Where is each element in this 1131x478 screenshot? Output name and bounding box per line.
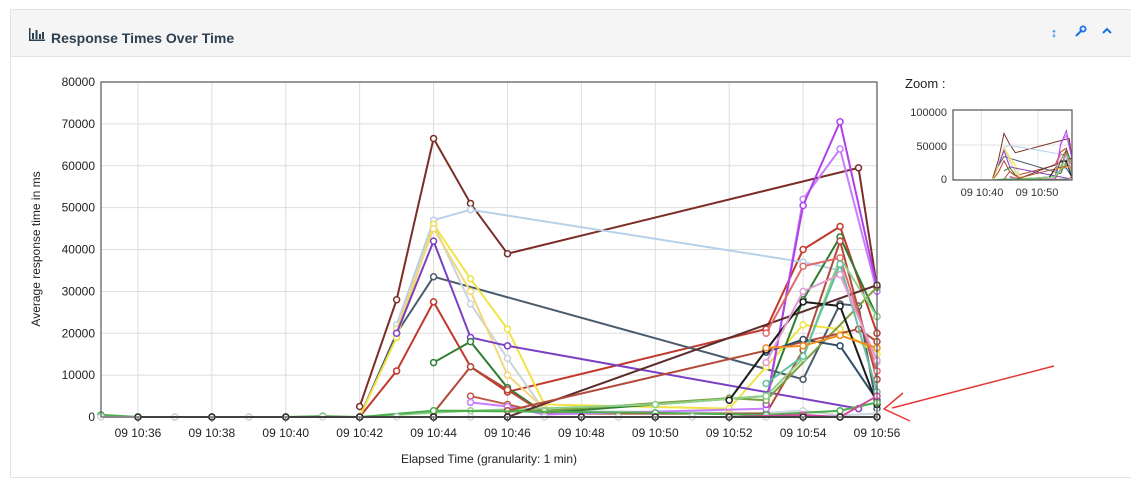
panel-title: Response Times Over Time xyxy=(51,30,235,46)
bar-chart-icon xyxy=(29,28,45,41)
response-times-panel: Response Times Over Time ↕ xyxy=(10,9,1131,478)
panel-header: Response Times Over Time ↕ xyxy=(11,10,1131,57)
expand-vertical-icon[interactable]: ↕ xyxy=(1050,25,1058,40)
chevron-up-icon[interactable] xyxy=(1098,24,1116,42)
wrench-icon[interactable] xyxy=(1072,24,1090,42)
zoom-label: Zoom : xyxy=(905,76,946,91)
